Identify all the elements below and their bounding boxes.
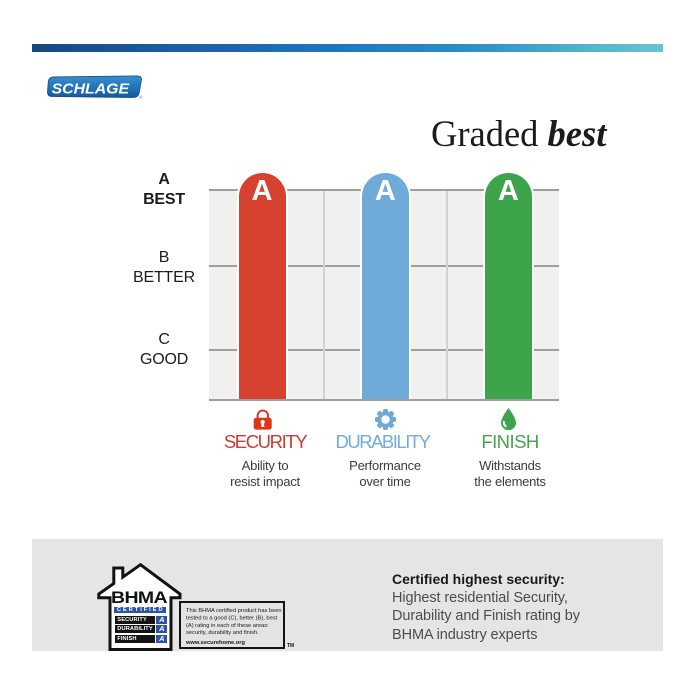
svg-text:®: ® <box>139 94 143 100</box>
svg-text:SCHLAGE: SCHLAGE <box>52 81 131 97</box>
